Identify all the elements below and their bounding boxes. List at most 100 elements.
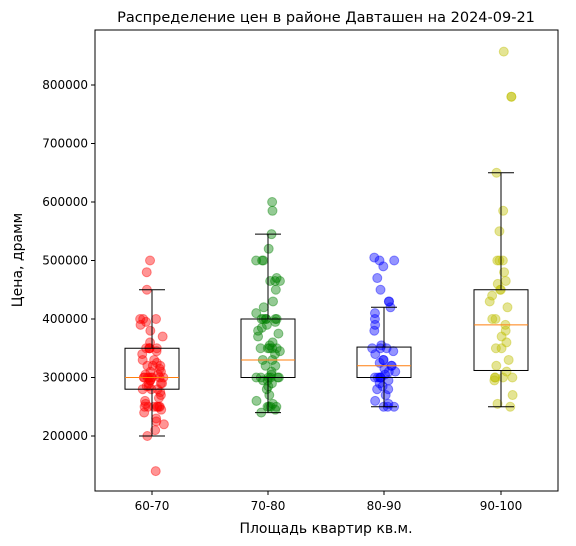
data-point [506, 91, 517, 102]
data-point [154, 363, 165, 374]
data-point [507, 390, 518, 401]
data-point [258, 302, 269, 313]
data-point [496, 343, 507, 354]
data-point [141, 267, 152, 278]
data-point [251, 395, 262, 406]
data-point [253, 325, 264, 336]
data-point [270, 284, 281, 295]
data-point [270, 404, 281, 415]
group-80-90 [356, 252, 412, 412]
data-point [270, 349, 281, 360]
data-point [255, 343, 266, 354]
data-point [498, 46, 509, 57]
data-point [378, 261, 389, 272]
data-point [270, 275, 281, 286]
data-point [502, 302, 513, 313]
y-tick-label: 800000 [42, 78, 88, 92]
data-point [498, 205, 509, 216]
data-point [140, 398, 151, 409]
group-60-70 [124, 255, 180, 477]
y-axis-title: Цена, драмм [10, 213, 26, 307]
data-point [137, 349, 148, 360]
data-point [155, 360, 166, 371]
data-point [507, 372, 518, 383]
data-point [154, 401, 165, 412]
data-point [154, 401, 165, 412]
data-point [137, 354, 148, 365]
data-point [499, 267, 510, 278]
data-point [369, 325, 380, 336]
data-point [273, 328, 284, 339]
data-point [271, 401, 282, 412]
data-point [492, 255, 503, 266]
data-point [263, 401, 274, 412]
data-point [367, 343, 378, 354]
data-point [267, 197, 278, 207]
data-point [151, 346, 162, 357]
data-point [155, 366, 166, 377]
data-point [140, 395, 151, 406]
data-point [490, 314, 501, 324]
data-point [267, 337, 278, 348]
y-tick-label: 500000 [42, 254, 88, 268]
data-point [370, 349, 381, 360]
x-tick-label: 60-70 [135, 499, 170, 513]
data-point [145, 375, 156, 386]
data-point [266, 366, 277, 377]
data-point [369, 252, 380, 263]
data-point [145, 366, 156, 377]
data-point [369, 314, 380, 324]
box-iqr [356, 346, 412, 378]
data-point [145, 337, 156, 348]
data-point [266, 378, 277, 389]
data-point [267, 205, 278, 216]
data-point [500, 275, 511, 286]
data-point [378, 354, 389, 365]
data-point [384, 296, 395, 307]
data-point [142, 360, 153, 371]
data-point [145, 255, 156, 266]
data-point [141, 381, 152, 392]
data-point [157, 331, 168, 342]
data-point [264, 343, 275, 354]
data-point [157, 378, 168, 389]
data-point [487, 314, 498, 324]
data-point [490, 343, 501, 354]
data-point [139, 407, 150, 418]
data-point [374, 357, 385, 368]
y-tick-label: 600000 [42, 195, 88, 209]
data-point [139, 401, 150, 412]
data-point [251, 255, 262, 266]
data-point [390, 366, 401, 377]
x-tick-label: 80-90 [367, 499, 402, 513]
data-point [261, 319, 272, 330]
data-point [496, 331, 507, 342]
y-tick-label: 300000 [42, 371, 88, 385]
data-point [260, 360, 271, 371]
data-point [383, 296, 394, 307]
data-point [138, 314, 149, 324]
data-point [270, 360, 281, 371]
data-point [135, 314, 146, 324]
plot-area [124, 46, 529, 477]
box-iqr [473, 289, 529, 371]
data-point [380, 390, 391, 401]
x-tick-label: 70-80 [251, 499, 286, 513]
data-point [155, 378, 166, 389]
data-point [380, 369, 391, 380]
data-point [492, 398, 503, 409]
data-point [500, 325, 511, 336]
data-point [383, 366, 394, 377]
data-point [377, 381, 388, 392]
data-point [374, 255, 385, 266]
data-point [501, 366, 512, 377]
data-point [148, 401, 159, 412]
box-iqr [124, 347, 180, 390]
y-tick-label: 400000 [42, 312, 88, 326]
data-point [158, 419, 169, 430]
data-point [267, 343, 278, 354]
data-point [150, 466, 161, 477]
data-point [389, 255, 400, 266]
y-tick-label: 200000 [42, 429, 88, 443]
